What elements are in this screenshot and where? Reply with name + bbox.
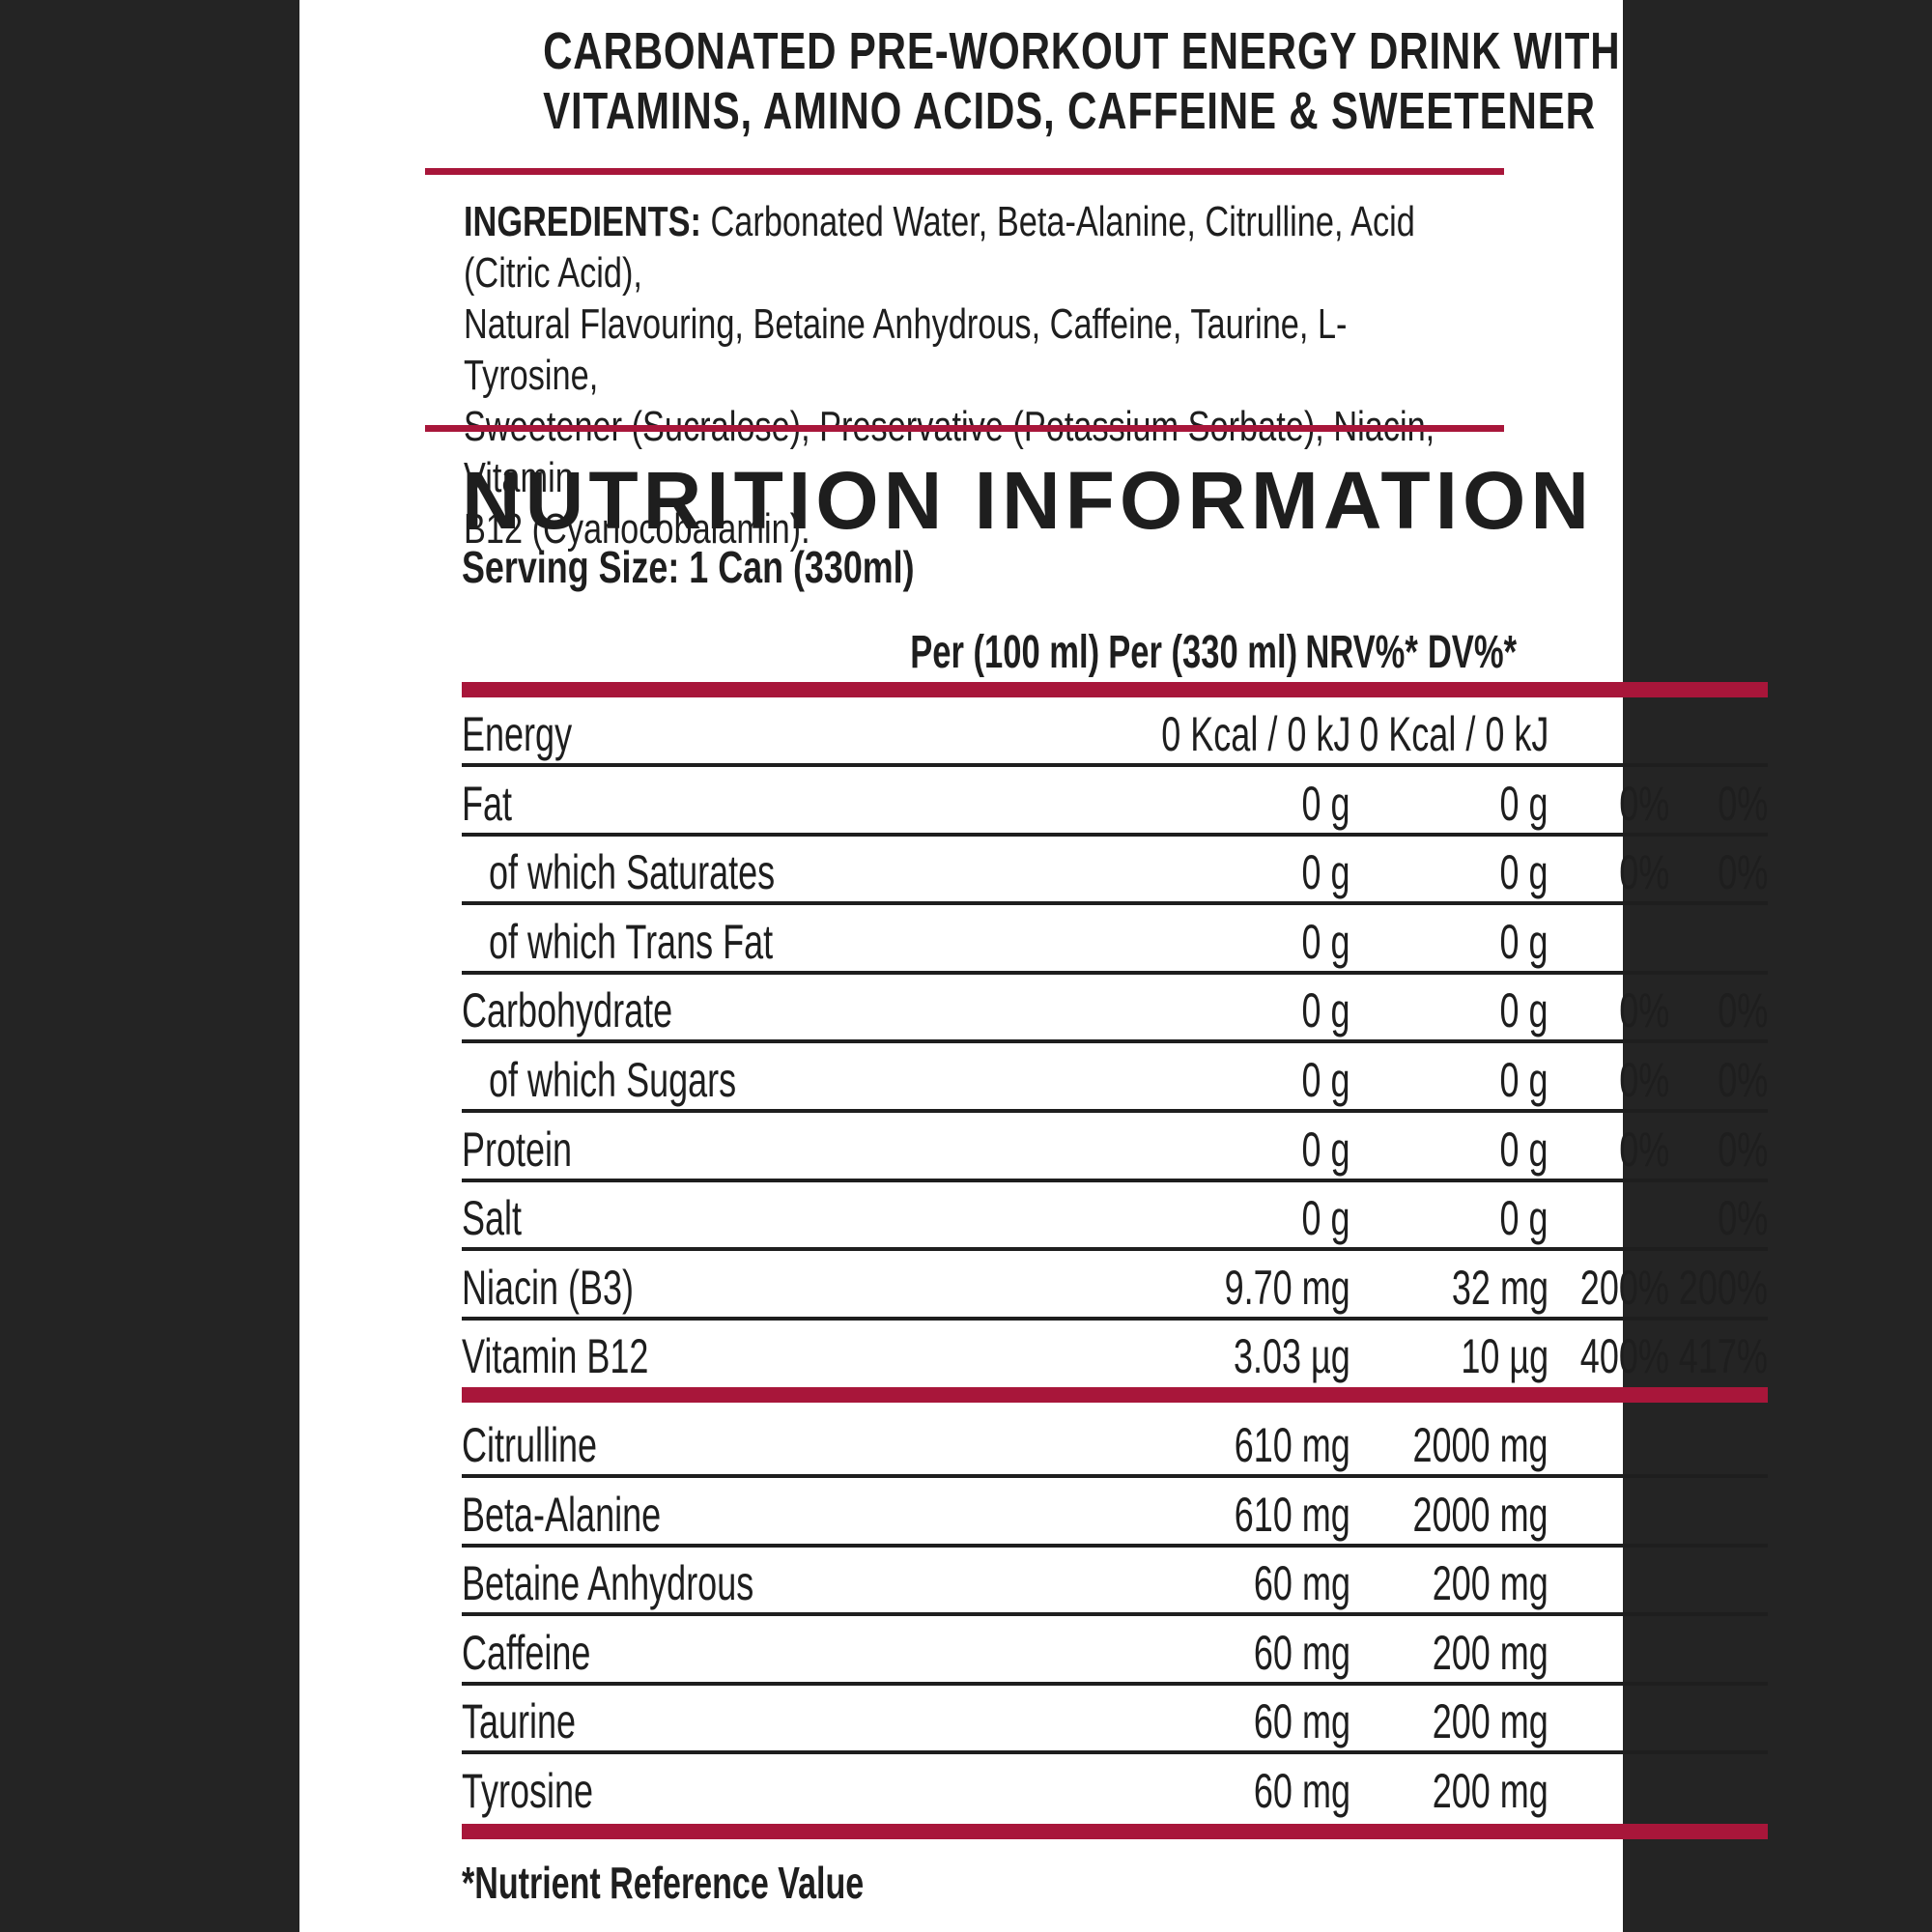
value-per-330ml: 0 g <box>1499 845 1548 900</box>
supplement-name: Tyrosine <box>462 1764 594 1818</box>
column-header-dv: DV%* <box>1427 627 1517 678</box>
value-per-100ml: 0 g <box>1301 1053 1350 1107</box>
value-per-330ml: 0 g <box>1499 1122 1548 1177</box>
nutrient-row: of which Trans Fat 0 g 0 g <box>462 905 1768 975</box>
value-per-330ml: 0 g <box>1499 983 1548 1038</box>
nutrient-row: Salt 0 g 0 g 0% <box>462 1181 1768 1252</box>
supplement-name: Caffeine <box>462 1625 591 1680</box>
ingredients-line-4: B12 (Cyanocobalamin). <box>464 505 810 553</box>
supplement-name: Beta-Alanine <box>462 1487 662 1542</box>
nutrient-name: of which Saturates <box>489 845 776 900</box>
divider-top <box>425 168 1504 175</box>
nutrient-row: Vitamin B12 3.03 µg 10 µg 400% 417% <box>462 1320 1768 1389</box>
value-dv: 0% <box>1717 1122 1768 1177</box>
nutrient-row: of which Saturates 0 g 0 g 0% 0% <box>462 836 1768 906</box>
value-per-100ml: 0 Kcal / 0 kJ <box>1160 707 1350 761</box>
value-per-100ml: 0 g <box>1301 776 1350 831</box>
nutrient-row: Carbohydrate 0 g 0 g 0% 0% <box>462 974 1768 1044</box>
footnote: *Nutrient Reference Value <box>462 1858 865 1908</box>
value-per-100ml: 0 g <box>1301 914 1350 969</box>
column-header-per-330: Per (330 ml) <box>1108 627 1297 678</box>
value-dv: 0% <box>1717 776 1768 831</box>
nutrient-row: Protein 0 g 0 g 0% 0% <box>462 1113 1768 1182</box>
title-line-2: VITAMINS, AMINO ACIDS, CAFFEINE & SWEETE… <box>543 82 1596 140</box>
value-per-330ml: 2000 mg <box>1412 1487 1548 1542</box>
product-title: CARBONATED PRE-WORKOUT ENERGY DRINK WITH… <box>543 21 1621 141</box>
nutrient-row: Niacin (B3) 9.70 mg 32 mg 200% 200% <box>462 1251 1768 1321</box>
nutrient-row: of which Sugars 0 g 0 g 0% 0% <box>462 1043 1768 1113</box>
value-per-330ml: 200 mg <box>1432 1625 1548 1680</box>
value-dv: 417% <box>1678 1329 1768 1384</box>
label-panel: CARBONATED PRE-WORKOUT ENERGY DRINK WITH… <box>299 0 1768 1932</box>
value-dv: 0% <box>1717 983 1768 1038</box>
table-bottom-rule <box>462 1824 1768 1839</box>
value-per-330ml: 0 g <box>1499 776 1548 831</box>
value-per-100ml: 60 mg <box>1253 1556 1350 1611</box>
value-dv: 0% <box>1717 1053 1768 1107</box>
value-per-100ml: 0 g <box>1301 983 1350 1038</box>
nutrient-row: Fat 0 g 0 g 0% 0% <box>462 767 1768 837</box>
value-nrv: 0% <box>1618 776 1669 831</box>
serving-size: Serving Size: 1 Can (330ml) <box>462 542 915 592</box>
value-per-330ml: 200 mg <box>1432 1694 1548 1749</box>
value-nrv: 0% <box>1618 845 1669 900</box>
value-per-330ml: 0 g <box>1499 1191 1548 1246</box>
column-header-per-100: Per (100 ml) <box>910 627 1099 678</box>
nutrient-name: Niacin (B3) <box>462 1260 635 1315</box>
title-line-1: CARBONATED PRE-WORKOUT ENERGY DRINK WITH <box>543 22 1621 80</box>
value-nrv: 0% <box>1618 1122 1669 1177</box>
value-dv: 0% <box>1717 845 1768 900</box>
value-dv: 200% <box>1678 1260 1768 1315</box>
nutrient-name: Protein <box>462 1122 573 1177</box>
value-per-100ml: 3.03 µg <box>1234 1329 1350 1384</box>
nutrient-name: of which Sugars <box>489 1053 737 1107</box>
nutrition-title: NUTRITION INFORMATION <box>462 455 1594 546</box>
nutrient-name: of which Trans Fat <box>489 914 774 969</box>
value-nrv: 200% <box>1579 1260 1669 1315</box>
divider-middle <box>425 425 1504 432</box>
ingredients-label: INGREDIENTS: <box>464 198 701 245</box>
supplement-name: Betaine Anhydrous <box>462 1556 754 1611</box>
value-per-100ml: 0 g <box>1301 1122 1350 1177</box>
supplement-row: Caffeine 60 mg 200 mg <box>462 1616 1768 1686</box>
nutrient-name: Energy <box>462 707 573 761</box>
nutrient-name: Carbohydrate <box>462 983 673 1038</box>
value-per-330ml: 32 mg <box>1451 1260 1548 1315</box>
value-per-330ml: 0 Kcal / 0 kJ <box>1358 707 1548 761</box>
value-dv: 0% <box>1717 1191 1768 1246</box>
value-per-100ml: 0 g <box>1301 1191 1350 1246</box>
value-per-330ml: 0 g <box>1499 914 1548 969</box>
supplement-row: Citrulline 610 mg 2000 mg <box>462 1408 1768 1478</box>
value-per-100ml: 60 mg <box>1253 1625 1350 1680</box>
value-per-100ml: 610 mg <box>1234 1418 1350 1472</box>
value-per-100ml: 9.70 mg <box>1224 1260 1350 1315</box>
value-nrv: 400% <box>1579 1329 1669 1384</box>
table-header-rule <box>462 682 1768 697</box>
nutrient-name: Vitamin B12 <box>462 1329 649 1384</box>
supplement-row: Beta-Alanine 610 mg 2000 mg <box>462 1478 1768 1548</box>
value-per-100ml: 60 mg <box>1253 1764 1350 1818</box>
supplement-row: Taurine 60 mg 200 mg <box>462 1685 1768 1755</box>
ingredients-line-2: Natural Flavouring, Betaine Anhydrous, C… <box>464 300 1348 399</box>
supplement-row: Tyrosine 60 mg 200 mg <box>462 1754 1768 1824</box>
value-per-100ml: 0 g <box>1301 845 1350 900</box>
nutrient-row: Energy 0 Kcal / 0 kJ 0 Kcal / 0 kJ <box>462 697 1768 767</box>
column-header-nrv: NRV%* <box>1305 627 1418 678</box>
value-per-330ml: 2000 mg <box>1412 1418 1548 1472</box>
value-per-330ml: 0 g <box>1499 1053 1548 1107</box>
table-middle-rule <box>462 1387 1768 1403</box>
value-nrv: 0% <box>1618 983 1669 1038</box>
value-per-330ml: 10 µg <box>1461 1329 1548 1384</box>
supplement-row: Betaine Anhydrous 60 mg 200 mg <box>462 1547 1768 1617</box>
value-per-330ml: 200 mg <box>1432 1764 1548 1818</box>
value-nrv: 0% <box>1618 1053 1669 1107</box>
supplement-name: Citrulline <box>462 1418 598 1472</box>
value-per-100ml: 610 mg <box>1234 1487 1350 1542</box>
value-per-100ml: 60 mg <box>1253 1694 1350 1749</box>
value-per-330ml: 200 mg <box>1432 1556 1548 1611</box>
nutrient-name: Salt <box>462 1191 523 1246</box>
nutrient-name: Fat <box>462 776 513 831</box>
supplement-name: Taurine <box>462 1694 577 1749</box>
ingredients-line-1: Carbonated Water, Beta-Alanine, Citrulli… <box>464 198 1415 297</box>
